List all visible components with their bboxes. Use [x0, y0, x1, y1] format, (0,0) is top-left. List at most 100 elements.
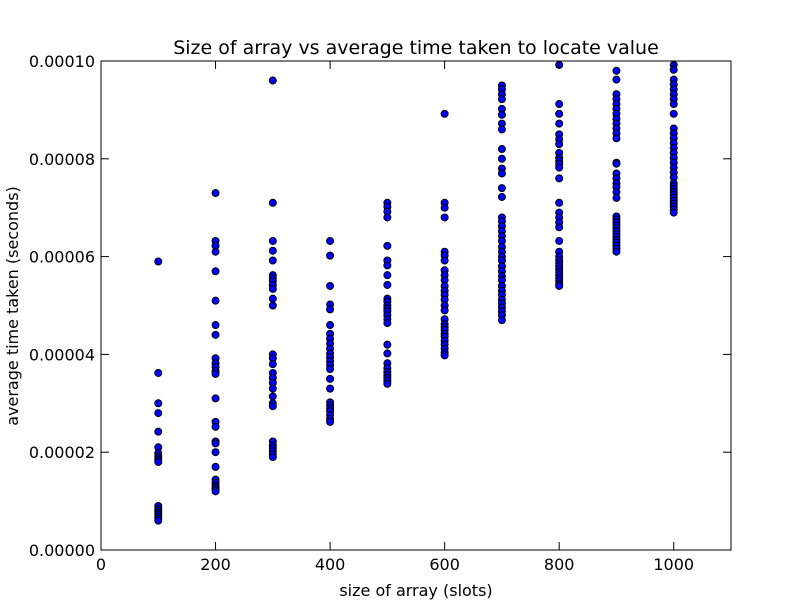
data-points-layer [154, 60, 678, 525]
data-point [497, 154, 506, 163]
data-point [612, 159, 621, 168]
data-point [268, 402, 277, 411]
data-point [555, 119, 564, 128]
data-point [268, 360, 277, 369]
data-point [268, 256, 277, 265]
data-point [555, 174, 564, 183]
data-point [211, 267, 220, 276]
data-point [612, 75, 621, 84]
plot-area-frame [100, 60, 732, 551]
data-point [211, 462, 220, 471]
data-point [154, 427, 163, 436]
data-point [154, 409, 163, 418]
x-axis-tick-label: 200 [200, 555, 231, 574]
data-point [555, 236, 564, 245]
y-axis-tick-label: 0.00006 [29, 248, 95, 267]
data-point [154, 257, 163, 266]
data-point [669, 100, 678, 109]
x-axis-tick-label: 1000 [653, 555, 694, 574]
data-point [440, 203, 449, 212]
data-point [497, 192, 506, 201]
data-point [383, 241, 392, 250]
data-point [268, 246, 277, 255]
data-point [211, 422, 220, 431]
data-point [154, 516, 163, 525]
data-point [326, 384, 335, 393]
data-point [555, 100, 564, 109]
data-point [497, 169, 506, 178]
data-point [268, 198, 277, 207]
data-point [383, 213, 392, 222]
data-point [211, 321, 220, 330]
data-point [326, 321, 335, 330]
data-point [555, 109, 564, 118]
data-point [211, 487, 220, 496]
data-point [383, 340, 392, 349]
x-axis-tick-label: 0 [96, 555, 106, 574]
data-point [268, 453, 277, 462]
data-point [497, 110, 506, 119]
data-point [211, 330, 220, 339]
y-axis-title: average time taken (seconds) [3, 186, 22, 426]
data-point [497, 316, 506, 325]
data-point [154, 457, 163, 466]
y-axis-tick-label: 0.00008 [29, 150, 95, 169]
data-point [326, 374, 335, 383]
axis-ticks-layer: 0 200 400 600 800 1000 0.00000 0.00002 0.00004 0.… [29, 52, 731, 574]
data-point [440, 256, 449, 265]
data-point [383, 379, 392, 388]
data-point [555, 281, 564, 290]
x-axis-title: size of array (slots) [339, 581, 492, 600]
y-axis-tick-label: 0.00010 [29, 52, 95, 71]
data-point [326, 251, 335, 260]
x-axis-tick-label: 400 [315, 555, 346, 574]
data-point [268, 284, 277, 293]
data-point [383, 271, 392, 280]
data-point [440, 213, 449, 222]
data-point [440, 306, 449, 315]
data-point [497, 184, 506, 193]
data-point [383, 280, 392, 289]
data-point [211, 369, 220, 378]
data-point [326, 236, 335, 245]
data-point [211, 439, 220, 448]
data-point [669, 109, 678, 118]
data-point [440, 351, 449, 360]
data-point [154, 399, 163, 408]
data-point [268, 294, 277, 303]
data-point [669, 208, 678, 217]
data-point [268, 301, 277, 310]
data-point [497, 145, 506, 154]
data-point [326, 365, 335, 374]
data-point [211, 448, 220, 457]
data-point [612, 193, 621, 202]
data-point [497, 125, 506, 134]
data-point [211, 394, 220, 403]
data-point [555, 163, 564, 172]
data-point [555, 223, 564, 232]
y-axis-tick-label: 0.00004 [29, 345, 95, 364]
data-point [268, 384, 277, 393]
data-point [383, 319, 392, 328]
y-axis-tick-label: 0.00000 [29, 541, 95, 560]
data-point [268, 236, 277, 245]
data-point [383, 349, 392, 358]
data-point [326, 417, 335, 426]
chart-title: Size of array vs average time taken to l… [173, 37, 659, 59]
data-point [268, 76, 277, 85]
data-point [326, 305, 335, 314]
data-point [211, 296, 220, 305]
data-point [211, 189, 220, 198]
x-axis-tick-label: 600 [429, 555, 460, 574]
data-point [154, 368, 163, 377]
data-point [612, 66, 621, 75]
data-point [211, 247, 220, 256]
data-point [497, 95, 506, 104]
data-point [326, 281, 335, 290]
data-point [268, 392, 277, 401]
data-point [383, 261, 392, 270]
x-axis-tick-label: 800 [544, 555, 575, 574]
data-point [555, 198, 564, 207]
